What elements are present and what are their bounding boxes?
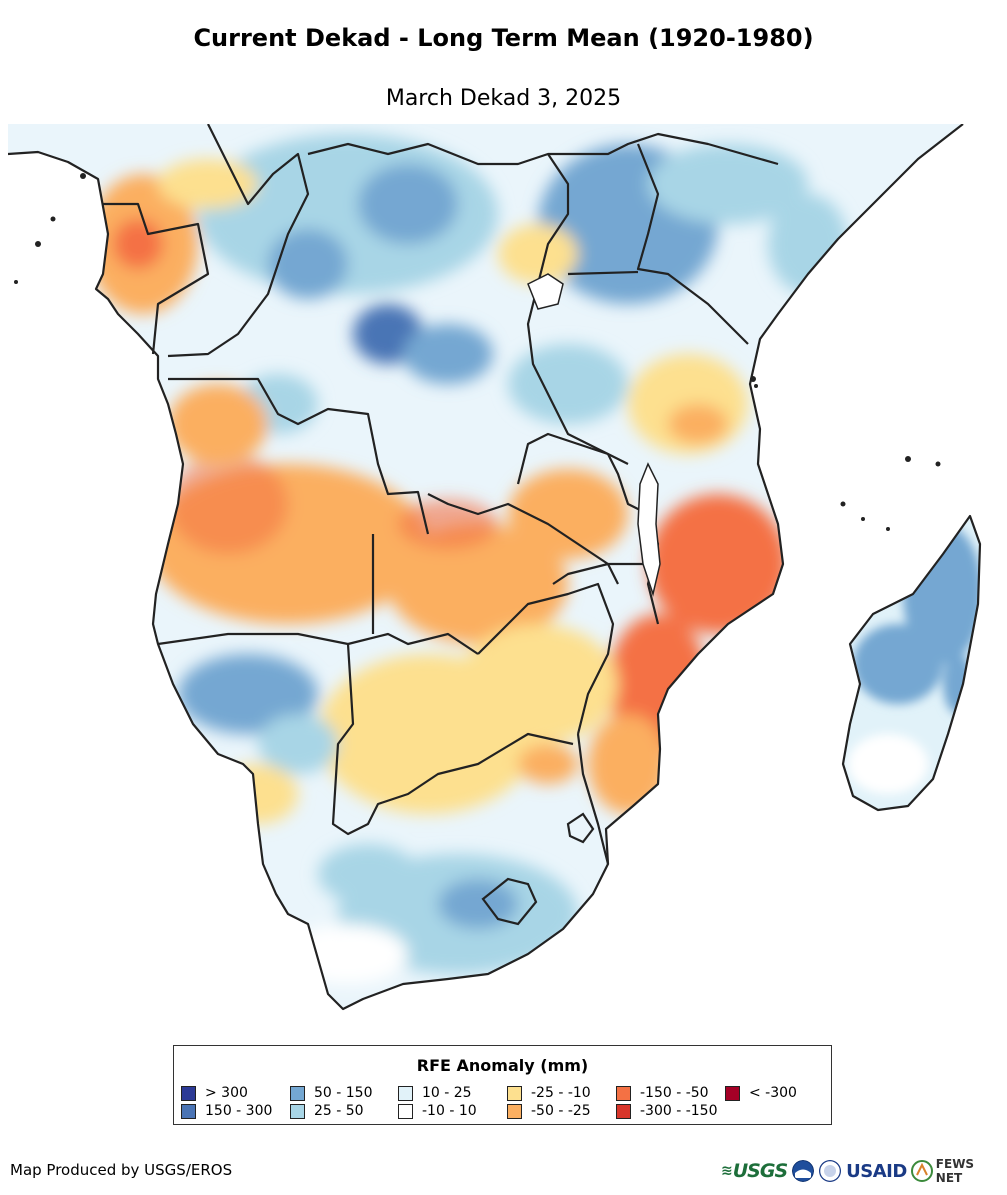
legend-swatch: [616, 1085, 631, 1101]
legend-item: -50 - -25: [507, 1103, 591, 1119]
map-subtitle: March Dekad 3, 2025: [385, 86, 622, 111]
legend-item: -25 - -10: [507, 1085, 591, 1101]
legend-swatch: [181, 1085, 196, 1101]
islands: [14, 173, 941, 531]
eswatini-border: [566, 812, 595, 844]
anomaly-map: [8, 124, 982, 1011]
legend-item: 25 - 50: [290, 1103, 364, 1119]
legend-item: 10 - 25: [398, 1085, 472, 1101]
legend-label: -25 - -10: [531, 1085, 591, 1101]
legend-item: -150 - -50: [616, 1085, 709, 1101]
legend-swatch: [290, 1103, 305, 1119]
legend-swatch: [725, 1085, 740, 1101]
lake-victoria: [527, 273, 564, 310]
legend-swatch: [507, 1103, 522, 1119]
legend-item: > 300: [181, 1085, 248, 1101]
legend-item: 150 - 300: [181, 1103, 272, 1119]
legend-label: 25 - 50: [314, 1103, 364, 1119]
legend-item: 50 - 150: [290, 1085, 373, 1101]
legend: RFE Anomaly (mm) > 300 150 - 300 50 - 15…: [173, 1045, 832, 1125]
legend-label: -150 - -50: [640, 1085, 709, 1101]
country-borders: [8, 124, 982, 1011]
legend-label: < -300: [749, 1085, 797, 1101]
usgs-logo: ≋ USGS: [721, 1160, 788, 1182]
lesotho-border: [481, 877, 538, 926]
noaa-logo-icon: [792, 1160, 815, 1182]
usgs-logo-text: USGS: [732, 1160, 788, 1182]
legend-label: 150 - 300: [205, 1103, 273, 1119]
legend-label: -50 - -25: [531, 1103, 591, 1119]
legend-swatch: [290, 1085, 305, 1101]
fewsnet-logo: FEWS NET: [935, 1157, 975, 1185]
madagascar-anomaly: [843, 516, 980, 810]
legend-label: -10 - 10: [422, 1103, 477, 1119]
legend-label: > 300: [205, 1085, 248, 1101]
legend-swatch: [507, 1085, 522, 1101]
legend-item: -10 - 10: [398, 1103, 477, 1119]
usaid-seal-icon: [819, 1160, 842, 1182]
lake-malawi: [637, 462, 661, 597]
legend-label: 10 - 25: [422, 1085, 472, 1101]
legend-label: -300 - -150: [640, 1103, 718, 1119]
agency-logos: ≋ USGS USAID FEWS NET: [721, 1157, 1001, 1185]
rainfall-anomaly-field: [8, 124, 980, 1009]
legend-swatch: [181, 1103, 196, 1119]
legend-label: 50 - 150: [314, 1085, 373, 1101]
map-credit: Map Produced by USGS/EROS: [10, 1161, 233, 1179]
legend-swatch: [398, 1085, 413, 1101]
legend-item: -300 - -150: [616, 1103, 718, 1119]
legend-swatch: [398, 1103, 413, 1119]
legend-item: < -300: [725, 1085, 797, 1101]
map-title: Current Dekad - Long Term Mean (1920-198…: [193, 24, 814, 52]
fewsnet-logo-icon: [910, 1160, 933, 1182]
legend-title: RFE Anomaly (mm): [416, 1056, 589, 1075]
legend-swatch: [616, 1103, 631, 1119]
usaid-logo: USAID: [846, 1160, 907, 1182]
